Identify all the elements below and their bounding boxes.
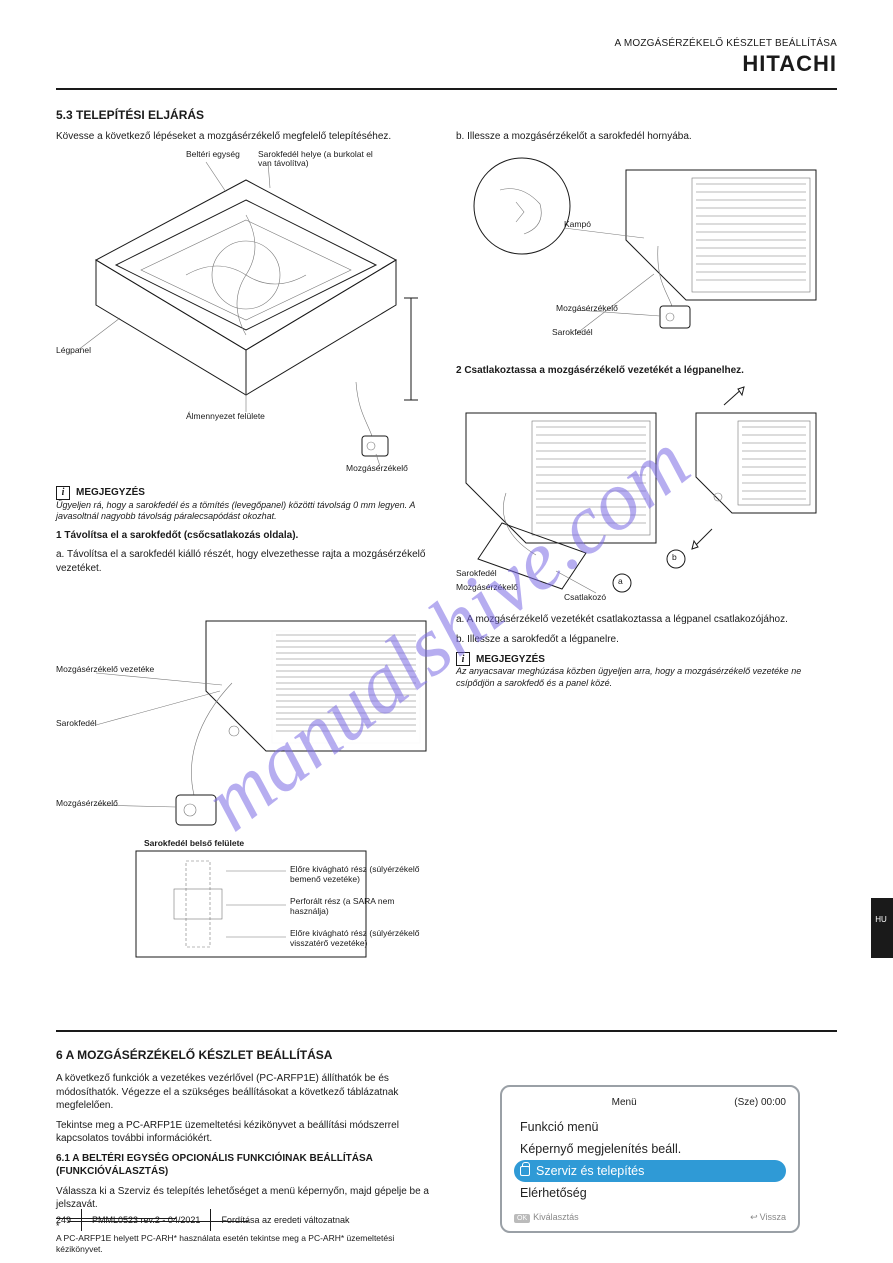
menu-screen: Menü (Sze) 00:00 Funkció menü Képernyő m… — [500, 1085, 800, 1233]
lbl-hook: Kampó — [564, 220, 591, 230]
note-1-body: Ügyeljen rá, hogy a sarokfedél és a tömí… — [56, 500, 436, 523]
step-2-text: 2 Csatlakoztassa a mozgásérzékelő vezeté… — [456, 365, 744, 376]
footer-divider — [81, 1209, 82, 1231]
right-tail-b: b. Illessze a sarokfedőt a légpanelre. — [456, 633, 836, 647]
menu-item-1[interactable]: Képernyő megjelenítés beáll. — [514, 1138, 786, 1160]
figure-hook: Kampó Sarokfedél Mozgásérzékelő — [456, 150, 826, 360]
lbl-sensor4: Mozgásérzékelő — [456, 583, 556, 593]
page-number: 249 — [56, 1215, 71, 1225]
left-column: Kövesse a következő lépéseket a mozgásér… — [56, 130, 436, 961]
lower-left-column: A következő funkciók a vezetékes vezérlő… — [56, 1072, 436, 1261]
footer-right: Fordítása az eredeti változatnak — [221, 1215, 349, 1225]
note-2-label: MEGJEGYZÉS — [476, 654, 545, 665]
note-2-body: Az anyacsavar meghúzása közben ügyeljen … — [456, 666, 836, 689]
right-tail-a: a. A mozgásérzékelő vezetékét csatlakozt… — [456, 613, 836, 627]
mid-rule — [56, 1030, 837, 1032]
sec6-1-head: 6.1 A BELTÉRI EGYSÉG OPCIONÁLIS FUNKCIÓI… — [56, 1152, 436, 1179]
header-block: A MOZGÁSÉRZÉKELŐ KÉSZLET BEÁLLÍTÁSA HITA… — [615, 38, 837, 77]
note-1-head: i MEGJEGYZÉS — [56, 486, 436, 500]
figure-unit: Beltéri egység Sarokfedél helye (a burko… — [56, 150, 436, 480]
lbl-punch-title: Sarokfedél belső felülete — [144, 839, 244, 849]
side-lang-tab — [871, 898, 893, 958]
menu-ok: Kiválasztás — [533, 1212, 579, 1222]
lbl-sensor2: Mozgásérzékelő — [56, 799, 156, 809]
back-icon: ↩ — [750, 1212, 758, 1223]
lbl-unit: Beltéri egység — [186, 150, 240, 160]
hook-illustration — [456, 150, 826, 360]
header-section-tag: A MOZGÁSÉRZÉKELŐ KÉSZLET BEÁLLÍTÁSA — [615, 38, 837, 49]
menu-clock: (Sze) 00:00 — [734, 1097, 786, 1108]
lbl-punch-a: Előre kivágható rész (súlyérzékelő bemen… — [290, 865, 430, 885]
info-icon: i — [56, 486, 70, 500]
lbl-punch-b: Perforált rész (a SARA nem használja) — [290, 897, 430, 917]
step-b: b. Illessze a mozgásérzékelőt a sarokfed… — [456, 130, 836, 144]
lbl-b: b — [672, 553, 677, 563]
lbl-cover4: Sarokfedél — [456, 569, 497, 579]
lbl-panel: Légpanel — [56, 346, 91, 356]
foot-ref-text: A PC-ARFP1E helyett PC-ARH* használata e… — [56, 1233, 436, 1256]
menu-title: Menü — [612, 1097, 637, 1108]
footer-left: PMML0523 rev.2 - 04/2021 — [92, 1215, 200, 1225]
menu-footer: OKKiválasztás ↩Vissza — [514, 1212, 786, 1223]
connector-illustration — [456, 383, 826, 613]
lock-icon — [520, 1166, 530, 1176]
menu-item-0[interactable]: Funkció menü — [514, 1116, 786, 1138]
step-2: 2 Csatlakoztassa a mozgásérzékelő vezeté… — [456, 364, 836, 378]
lbl-conn: Csatlakozó — [564, 593, 606, 603]
lbl-cover2: Sarokfedél — [56, 719, 97, 729]
brand-logo: HITACHI — [615, 51, 837, 77]
sec6-p1: A következő funkciók a vezetékes vezérlő… — [56, 1072, 436, 1113]
figure-corner: Mozgásérzékelő vezetéke Sarokfedél Mozgá… — [56, 581, 436, 961]
lbl-sensor3: Mozgásérzékelő — [556, 304, 656, 314]
section-6-heading: 6 A MOZGÁSÉRZÉKELŐ KÉSZLET BEÁLLÍTÁSA — [56, 1048, 332, 1062]
note-2-head: i MEGJEGYZÉS — [456, 652, 836, 666]
sec6-p2: Tekintse meg a PC-ARFP1E üzemeltetési ké… — [56, 1119, 436, 1146]
menu-item-2-selected[interactable]: Szerviz és telepítés — [514, 1160, 786, 1182]
footer-row: 249 PMML0523 rev.2 - 04/2021 Fordítása a… — [56, 1209, 350, 1231]
footer-divider-2 — [210, 1209, 211, 1231]
lbl-wire: Mozgásérzékelő vezetéke — [56, 665, 166, 675]
lower-right-column: Menü (Sze) 00:00 Funkció menü Képernyő m… — [500, 1085, 820, 1233]
sec6-1-body: Válassza ki a Szerviz és telepítés lehet… — [56, 1185, 436, 1212]
page: A MOZGÁSÉRZÉKELŐ KÉSZLET BEÁLLÍTÁSA HITA… — [0, 0, 893, 1263]
unit-illustration — [56, 150, 436, 480]
menu-item-2-label: Szerviz és telepítés — [536, 1164, 644, 1178]
info-icon-2: i — [456, 652, 470, 666]
lbl-a: a — [618, 577, 623, 587]
step-a: a. Távolítsa el a sarokfedél kiálló rész… — [56, 548, 436, 575]
menu-back: Vissza — [760, 1212, 786, 1222]
menu-item-3[interactable]: Elérhetőség — [514, 1182, 786, 1204]
lbl-cover-pos: Sarokfedél helye (a burkolat el van távo… — [258, 150, 378, 170]
lbl-sensor: Mozgásérzékelő — [346, 464, 408, 474]
ok-badge: OK — [514, 1214, 530, 1223]
section-5-3-heading: 5.3 TELEPÍTÉSI ELJÁRÁS — [56, 108, 204, 122]
lbl-punch-c: Előre kivágható rész (súlyérzékelő vissz… — [290, 929, 430, 949]
lbl-cover3: Sarokfedél — [552, 328, 593, 338]
left-intro: Kövesse a következő lépéseket a mozgásér… — [56, 130, 436, 144]
menu-title-row: Menü (Sze) 00:00 — [514, 1097, 786, 1108]
step-1: 1 Távolítsa el a sarokfedőt (csőcsatlako… — [56, 529, 436, 543]
header-rule — [56, 88, 837, 90]
note-1-label: MEGJEGYZÉS — [76, 487, 145, 498]
lbl-ceiling: Álmennyezet felülete — [186, 412, 316, 422]
step-1-text: 1 Távolítsa el a sarokfedőt (csőcsatlako… — [56, 530, 298, 541]
right-column: b. Illessze a mozgásérzékelőt a sarokfed… — [456, 130, 836, 695]
side-lang-text: HU — [873, 915, 889, 924]
figure-connector: Sarokfedél Mozgásérzékelő Csatlakozó a b — [456, 383, 826, 613]
